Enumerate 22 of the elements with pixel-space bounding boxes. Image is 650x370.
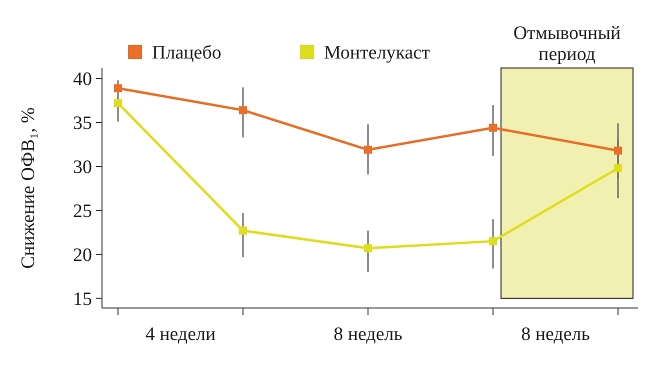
y-tick-label: 20 [73, 245, 92, 266]
point [614, 164, 622, 172]
point [364, 244, 372, 252]
point [114, 99, 122, 108]
point [489, 124, 497, 132]
text: 8 недель [521, 324, 590, 345]
y-tick-label: 40 [73, 69, 92, 90]
legend-label: Плацебо [152, 42, 222, 64]
point [364, 146, 372, 154]
point [489, 237, 497, 246]
y-tick-label: 30 [73, 157, 92, 178]
y-tick-label: 25 [73, 201, 92, 222]
y-tick-label: 35 [73, 113, 92, 134]
y-tick-label: 15 [73, 288, 92, 310]
point [239, 106, 247, 114]
point [239, 226, 247, 235]
point [114, 84, 122, 92]
text: Отмывочный период [513, 23, 621, 65]
point [614, 146, 622, 155]
text: 4 недели [145, 324, 216, 345]
legend-label: Монтелукаст [324, 42, 431, 64]
y-axis-title: Снижение ОФВ₁, % [18, 107, 39, 269]
